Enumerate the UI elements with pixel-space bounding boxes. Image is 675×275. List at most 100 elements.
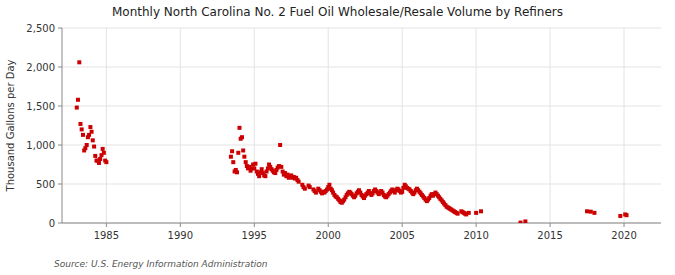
point (78, 122, 82, 126)
x-grid-line (180, 28, 181, 223)
point (231, 160, 235, 164)
point (400, 190, 404, 194)
x-grid-line (254, 28, 255, 223)
y-tick (58, 106, 62, 107)
point (279, 165, 283, 169)
point (303, 187, 307, 191)
x-tick (476, 223, 477, 227)
point (102, 151, 106, 155)
point (327, 183, 331, 187)
y-tick-label: 500 (36, 179, 55, 190)
point (585, 209, 589, 213)
chart: 0 500 1,000 1,500 2,000 2,500 1985 1990 1995 2000… (0, 0, 675, 275)
x-tick-label: 2015 (537, 230, 562, 241)
y-axis-line (62, 28, 63, 223)
point (97, 161, 101, 165)
x-tick-label: 1995 (242, 230, 267, 241)
x-tick (328, 223, 329, 227)
point (242, 155, 246, 159)
x-tick-label: 2010 (463, 230, 488, 241)
x-tick-label: 2000 (315, 230, 340, 241)
y-tick-label: 2,000 (26, 62, 55, 73)
point (230, 149, 234, 153)
x-tick (180, 223, 181, 227)
point (263, 174, 267, 178)
point (314, 191, 318, 195)
point (76, 98, 80, 102)
x-tick-label: 2005 (389, 230, 414, 241)
x-tick (402, 223, 403, 227)
point (80, 127, 84, 131)
x-grid-line (328, 28, 329, 223)
x-tick (254, 223, 255, 227)
y-grid-line (62, 223, 661, 224)
y-axis-label: Thousand Gallons per Day (5, 59, 16, 192)
point (253, 162, 257, 166)
x-tick-label: 2020 (611, 230, 636, 241)
point (260, 167, 264, 171)
point (297, 180, 301, 184)
y-grid-line (62, 106, 661, 107)
point (467, 211, 471, 215)
x-tick (550, 223, 551, 227)
x-grid-line (476, 28, 477, 223)
point (278, 143, 282, 147)
y-tick (58, 145, 62, 146)
y-grid-line (62, 145, 661, 146)
point (479, 209, 483, 213)
point (90, 130, 94, 134)
x-tick (624, 223, 625, 227)
point (518, 221, 522, 223)
axes: 0 500 1,000 1,500 2,000 2,500 1985 1990 1995 2000… (26, 23, 661, 242)
points (75, 60, 629, 223)
point (101, 147, 105, 151)
point (81, 133, 85, 137)
point (240, 135, 244, 139)
point (93, 154, 97, 158)
source-note: Source: U.S. Energy Information Administ… (54, 259, 268, 269)
point (308, 185, 312, 189)
y-grid-line (62, 67, 661, 68)
point (77, 60, 81, 64)
point (88, 125, 92, 129)
point (589, 210, 593, 214)
x-axis-line (62, 223, 661, 224)
y-grid-line (62, 28, 661, 29)
point (592, 211, 596, 215)
point (257, 174, 261, 178)
point (229, 155, 233, 159)
grid (62, 28, 661, 223)
point (244, 160, 248, 164)
point (236, 151, 240, 155)
point (241, 148, 245, 152)
x-grid-line (106, 28, 107, 223)
y-tick (58, 28, 62, 29)
x-tick (106, 223, 107, 227)
title: Monthly North Carolina No. 2 Fuel Oil Wh… (112, 5, 563, 19)
y-tick-label: 0 (49, 218, 55, 229)
point (625, 213, 629, 217)
point (618, 214, 622, 218)
y-tick-label: 2,500 (26, 23, 55, 34)
y-tick (58, 184, 62, 185)
y-tick-label: 1,500 (26, 101, 55, 112)
x-grid-line (624, 28, 625, 223)
point (104, 160, 108, 164)
point (474, 211, 478, 215)
y-tick (58, 67, 62, 68)
x-tick-label: 1985 (94, 230, 119, 241)
point (92, 145, 96, 149)
point (523, 219, 527, 223)
point (85, 143, 89, 147)
y-grid-line (62, 184, 661, 185)
point (98, 157, 102, 161)
y-tick (58, 223, 62, 224)
point (456, 212, 460, 216)
point (91, 138, 95, 142)
x-grid-line (550, 28, 551, 223)
y-tick-label: 1,000 (26, 140, 55, 151)
point (75, 106, 79, 110)
point (235, 170, 239, 174)
point (237, 126, 241, 130)
x-tick-label: 1990 (168, 230, 193, 241)
